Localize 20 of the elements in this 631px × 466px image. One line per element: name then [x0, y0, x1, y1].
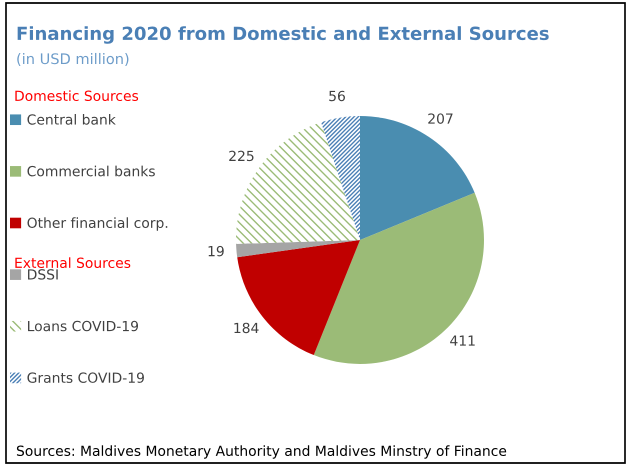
legend-label: Grants COVID-19 [27, 372, 144, 383]
pie-slice [321, 116, 360, 240]
legend-label: DSSI [28, 269, 58, 280]
pie-slice [314, 192, 484, 364]
data-label: 225 [229, 150, 254, 162]
legend-label: Other financial corp. [27, 217, 168, 231]
source-note: Sources: Maldives Monetary Authority and Maldives Minstry of Finance [16, 445, 506, 459]
text: Domestic Sources [15, 90, 138, 102]
legend-label: Central bank [27, 114, 116, 125]
data-label: 56 [329, 90, 345, 102]
legend-label: Loans COVID-19 [28, 320, 138, 332]
data-label: 207 [428, 113, 453, 124]
data-label: 411 [450, 336, 475, 346]
pie-slice [236, 240, 360, 258]
legend-label: Commercial banks [27, 166, 155, 176]
data-label: 184 [234, 322, 259, 334]
chart-title: Financing 2020 from Domestic and External Sources [18, 26, 549, 44]
text: External Sources [15, 257, 130, 268]
data-label: 19 [208, 246, 224, 256]
chart-subtitle: (in USD million) [17, 52, 128, 66]
